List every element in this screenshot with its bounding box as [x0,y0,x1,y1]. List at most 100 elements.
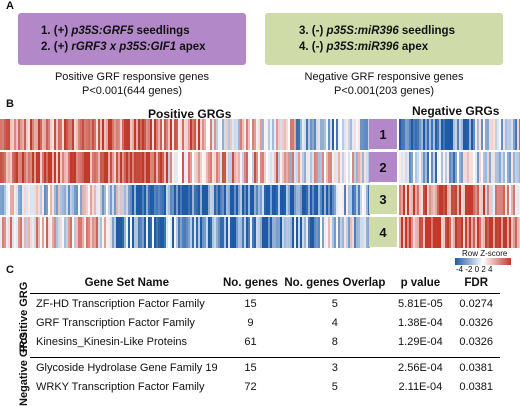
heatmap-cell [318,217,320,248]
heatmap-cell [467,217,469,248]
cell-no-genes: 15 [244,297,257,310]
heatmap-cell [443,217,445,248]
heatmap-cell [493,217,495,248]
heatmap-cell [6,119,8,150]
heatmap-cell [238,185,240,215]
heatmap-cell [16,152,18,183]
heatmap-cell [495,217,497,248]
heatmap-cell [252,217,254,248]
heatmap-cell [268,152,270,183]
heatmap-cell [348,185,350,215]
heatmap-cell [114,119,116,150]
heatmap-cell [44,152,46,183]
group-separator [30,351,500,358]
heatmap-cell [126,217,128,248]
heatmap-cell [166,119,168,150]
heatmap-cell [405,217,407,248]
heatmap-cell [96,119,98,150]
heatmap-cell [174,217,176,248]
heatmap-cell [421,119,423,150]
cell-gene-set-name: Kinesins_Kinesin-Like Proteins [36,335,188,348]
heatmap-cell [475,185,477,215]
heatmap-cell [60,152,62,183]
heatmap-cell [32,152,34,183]
heatmap-cell [260,185,262,215]
heatmap-cell [346,185,348,215]
heatmap-cell [120,119,122,150]
heatmap-cell [48,217,50,248]
heatmap-cell [120,185,122,215]
heatmap-cell [328,217,330,248]
heatmap-cell [360,217,362,248]
heatmap-cell [66,185,68,215]
heatmap-cell [6,185,8,215]
heatmap-cell [90,119,92,150]
heatmap-cell [342,152,344,183]
heatmap-cell [28,217,30,248]
heatmap-cell [445,185,447,215]
heatmap-cell [110,217,112,248]
separator-cell [30,351,500,358]
heatmap-cell [254,152,256,183]
heatmap-cell [513,185,515,215]
heatmap-cell [419,185,421,215]
heatmap-cell [501,152,503,183]
heatmap-cell [324,217,326,248]
heatmap-cell [208,185,210,215]
heatmap-cell [268,217,270,248]
negative-conditions-box: 3. (-) p35S:miR396 seedlings 4. (-) p35S… [265,13,503,65]
heatmap-cell [350,185,352,215]
heatmap-cell [316,119,318,150]
heatmap-cell [210,217,212,248]
heatmap-cell [352,217,354,248]
heatmap-cell [102,185,104,215]
heatmap-cell [286,217,288,248]
heatmap-cell [505,152,507,183]
heatmap-cell [517,217,519,248]
heatmap-cell [314,185,316,215]
heatmap-cell [50,185,52,215]
heatmap-cell [320,217,322,248]
heatmap-cell [246,119,248,150]
heatmap-cell [445,152,447,183]
heatmap-cell [405,152,407,183]
heatmap-cell [276,152,278,183]
heatmap-cell [278,119,280,150]
heatmap-cell [463,119,465,150]
heatmap-cell [214,152,216,183]
heatmap-cell [242,119,244,150]
heatmap-cell [86,152,88,183]
heatmap-cell [338,119,340,150]
heatmap-cell [248,152,250,183]
row-label-1: 1 [369,119,397,149]
heatmap-cell [473,119,475,150]
heatmap-cell [250,217,252,248]
heatmap-cell [322,152,324,183]
heatmap-cell [306,217,308,248]
heatmap-cell [260,152,262,183]
heatmap-cell [483,119,485,150]
negative-desc-line-2: P<0.001(203 genes) [334,85,434,97]
heatmap-cell [236,152,238,183]
heatmap-cell [234,217,236,248]
heatmap-cell [4,119,6,150]
heatmap-cell [477,217,479,248]
heatmap-cell [114,185,116,215]
heatmap-cell [403,217,405,248]
heatmap-cell [152,185,154,215]
heatmap-cell [342,119,344,150]
heatmap-cell [475,217,477,248]
heatmap-cell [28,185,30,215]
heatmap-cell [158,217,160,248]
heatmap-cell [451,185,453,215]
heatmap-cell [282,152,284,183]
heatmap-cell [76,185,78,215]
heatmap-cell [495,119,497,150]
heatmap-cell [401,185,403,215]
heatmap-cell [437,185,439,215]
heatmap-cell [427,217,429,248]
heatmap-cell [362,152,364,183]
heatmap-cell [294,152,296,183]
heatmap-cell [260,217,262,248]
heatmap-cell [298,185,300,215]
